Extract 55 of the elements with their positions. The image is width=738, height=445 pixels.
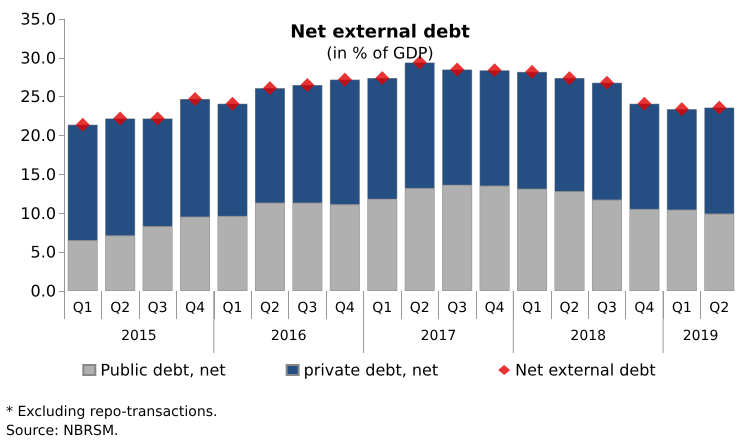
x-tick-label: Q2 (410, 300, 430, 316)
y-tick-label: 25.0 (20, 87, 56, 106)
x-tick-label: Q1 (522, 300, 542, 316)
x-tick-label: Q3 (447, 300, 468, 316)
x-tick-label: Q4 (185, 300, 206, 316)
x-tick-label: Q2 (560, 300, 580, 316)
point (262, 81, 277, 96)
y-tick-label: 0.0 (30, 282, 56, 300)
text: (in % of GDP) (326, 44, 434, 62)
text: 2016 (270, 328, 307, 344)
point (338, 72, 352, 87)
point (674, 102, 689, 116)
point (600, 76, 614, 90)
legend-label: Net external debt (515, 360, 656, 380)
x-tick-label: Q2 (260, 300, 280, 316)
legend-label: Public debt, net (100, 360, 226, 380)
point (712, 100, 726, 115)
point (150, 111, 165, 126)
point (488, 63, 502, 78)
point (76, 118, 90, 132)
x-tick-label: Q3 (596, 300, 617, 316)
x-tick-label: Q1 (672, 300, 692, 316)
text: 2018 (570, 328, 606, 344)
y-tick-label: 10.0 (20, 204, 56, 223)
chart-title: Net external debt (290, 22, 470, 42)
x-tick-label: Q2 (709, 300, 730, 316)
point (300, 78, 314, 92)
point (525, 64, 540, 79)
y-tick-label: 20.0 (20, 126, 56, 146)
source-note: Source: NBRSM. (6, 423, 118, 439)
y-tick-label: 30.0 (20, 48, 56, 68)
legend-label: private debt, net (304, 360, 438, 380)
x-tick-label: Q3 (297, 300, 318, 316)
x-tick-label: Q1 (372, 300, 392, 316)
y-tick-label: 15.0 (20, 164, 56, 184)
x-tick-label: Q2 (110, 300, 130, 316)
x-tick-label: Q1 (72, 300, 93, 316)
point (562, 71, 576, 86)
y-tick-label: 5.0 (30, 242, 56, 262)
text: 2017 (420, 328, 456, 344)
y-tick-label: 35.0 (20, 10, 56, 28)
x-tick-label: Q3 (148, 300, 168, 316)
point (375, 71, 390, 86)
point (113, 111, 128, 126)
x-tick-label: Q4 (634, 300, 654, 316)
text: 2019 (682, 328, 718, 344)
point (188, 92, 202, 106)
x-tick-label: Q4 (484, 300, 505, 316)
point (637, 96, 652, 111)
x-tick-label: Q4 (334, 300, 355, 316)
text: 2015 (121, 328, 157, 344)
point (450, 62, 464, 77)
text: * Excluding repo-transactions. (6, 404, 218, 420)
point (226, 96, 240, 111)
x-tick-label: Q1 (222, 300, 242, 316)
